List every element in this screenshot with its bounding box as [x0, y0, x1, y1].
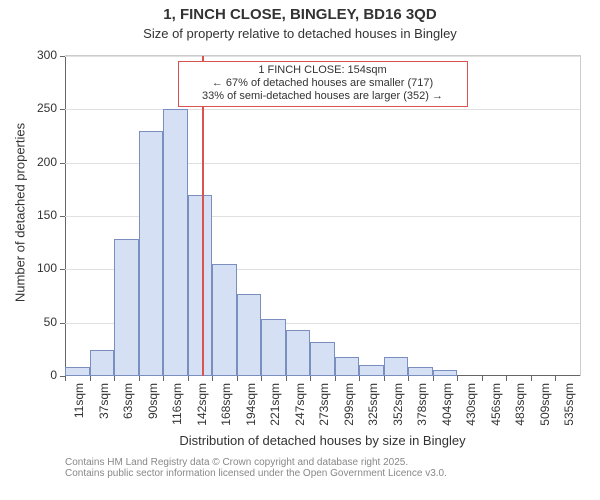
x-tick-label: 11sqm: [72, 383, 86, 443]
grid-line: [65, 56, 580, 57]
x-tick-mark: [65, 376, 66, 381]
x-tick-mark: [482, 376, 483, 381]
histogram-bar: [384, 357, 409, 376]
x-tick-mark: [212, 376, 213, 381]
chart-container: 1, FINCH CLOSE, BINGLEY, BD16 3QD Size o…: [0, 0, 600, 500]
x-tick-mark: [335, 376, 336, 381]
x-tick-mark: [531, 376, 532, 381]
y-tick-label: 100: [37, 261, 57, 275]
histogram-bar: [335, 357, 360, 376]
y-axis-label: Number of detached properties: [13, 73, 28, 353]
x-tick-label: 456sqm: [489, 383, 503, 443]
x-tick-label: 430sqm: [464, 383, 478, 443]
histogram-bar: [90, 350, 115, 376]
x-tick-mark: [90, 376, 91, 381]
x-tick-mark: [433, 376, 434, 381]
x-tick-label: 325sqm: [366, 383, 380, 443]
footer-line2: Contains public sector information licen…: [65, 468, 447, 479]
x-tick-mark: [139, 376, 140, 381]
footer: Contains HM Land Registry data © Crown c…: [65, 457, 447, 479]
x-tick-mark: [188, 376, 189, 381]
x-tick-mark: [163, 376, 164, 381]
x-tick-mark: [457, 376, 458, 381]
x-tick-label: 483sqm: [513, 383, 527, 443]
histogram-bar: [212, 264, 237, 376]
y-tick-label: 50: [44, 315, 57, 329]
x-tick-label: 194sqm: [244, 383, 258, 443]
y-tick-label: 0: [50, 368, 57, 382]
x-tick-label: 90sqm: [146, 383, 160, 443]
histogram-bar: [163, 109, 188, 376]
x-tick-label: 247sqm: [293, 383, 307, 443]
x-tick-label: 37sqm: [97, 383, 111, 443]
x-tick-label: 273sqm: [317, 383, 331, 443]
y-tick-mark: [60, 163, 65, 164]
x-tick-label: 116sqm: [170, 383, 184, 443]
y-tick-label: 300: [37, 48, 57, 62]
x-tick-label: 142sqm: [195, 383, 209, 443]
x-tick-mark: [359, 376, 360, 381]
x-tick-mark: [506, 376, 507, 381]
histogram-bar: [310, 342, 335, 376]
y-tick-mark: [60, 216, 65, 217]
annotation-line3: 33% of semi-detached houses are larger (…: [183, 90, 463, 103]
y-tick-label: 250: [37, 101, 57, 115]
histogram-bar: [433, 370, 458, 376]
x-tick-mark: [114, 376, 115, 381]
grid-line: [65, 109, 580, 110]
histogram-bar: [65, 367, 90, 376]
y-tick-label: 150: [37, 208, 57, 222]
chart-title: 1, FINCH CLOSE, BINGLEY, BD16 3QD: [0, 6, 600, 23]
x-tick-label: 404sqm: [440, 383, 454, 443]
y-tick-mark: [60, 323, 65, 324]
histogram-bar: [139, 131, 164, 376]
x-tick-mark: [384, 376, 385, 381]
histogram-bar: [359, 365, 384, 376]
x-tick-label: 168sqm: [219, 383, 233, 443]
x-tick-mark: [408, 376, 409, 381]
y-tick-label: 200: [37, 155, 57, 169]
x-tick-mark: [237, 376, 238, 381]
histogram-bar: [114, 239, 139, 376]
x-tick-label: 378sqm: [415, 383, 429, 443]
footer-line1: Contains HM Land Registry data © Crown c…: [65, 457, 447, 468]
x-tick-label: 63sqm: [121, 383, 135, 443]
y-tick-mark: [60, 56, 65, 57]
y-tick-mark: [60, 109, 65, 110]
x-tick-mark: [555, 376, 556, 381]
chart-subtitle: Size of property relative to detached ho…: [0, 26, 600, 41]
annotation-line1: 1 FINCH CLOSE: 154sqm: [183, 64, 463, 77]
y-tick-mark: [60, 269, 65, 270]
x-tick-label: 535sqm: [562, 383, 576, 443]
x-tick-mark: [286, 376, 287, 381]
histogram-bar: [261, 319, 286, 376]
x-tick-label: 299sqm: [342, 383, 356, 443]
x-tick-label: 509sqm: [538, 383, 552, 443]
histogram-bar: [188, 195, 213, 376]
x-tick-label: 221sqm: [268, 383, 282, 443]
x-tick-mark: [261, 376, 262, 381]
annotation-box: 1 FINCH CLOSE: 154sqm ← 67% of detached …: [178, 61, 468, 107]
histogram-bar: [237, 294, 262, 376]
histogram-bar: [408, 367, 433, 376]
annotation-line2: ← 67% of detached houses are smaller (71…: [183, 77, 463, 90]
x-tick-label: 352sqm: [391, 383, 405, 443]
x-tick-mark: [310, 376, 311, 381]
histogram-bar: [286, 330, 311, 376]
